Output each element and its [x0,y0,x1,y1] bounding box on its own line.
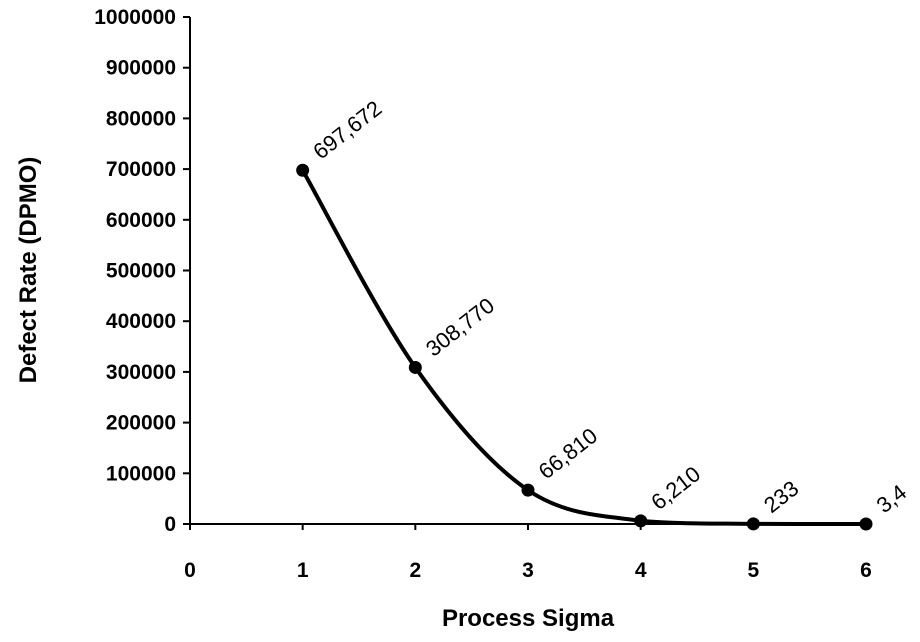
y-tick-label: 900000 [106,57,176,80]
data-point [634,514,648,528]
data-label: 6,210 [646,461,705,515]
data-point [859,517,873,531]
data-point [746,517,760,531]
y-tick-label: 100000 [106,462,176,485]
x-tick-label: 1 [297,559,309,582]
y-tick-label: 200000 [106,412,176,435]
data-label: 3,4 [872,479,911,518]
x-tick-label: 0 [184,559,196,582]
y-tick-label: 400000 [106,310,176,333]
data-label: 66,810 [534,423,602,484]
y-tick-label: 800000 [106,107,176,130]
y-tick-label: 600000 [106,209,176,232]
x-tick-label: 2 [409,559,421,582]
data-label: 697,672 [308,96,386,165]
x-tick-label: 4 [635,559,647,582]
data-point [521,483,535,497]
data-label: 308,770 [421,293,499,362]
x-axis-title: Process Sigma [442,605,615,632]
data-label: 233 [759,476,803,518]
y-tick-label: 300000 [106,361,176,384]
y-tick-label: 1000000 [94,6,176,29]
x-tick-label: 5 [747,559,759,582]
y-tick-label: 0 [164,513,176,536]
series-line [300,168,868,526]
x-tick-label: 3 [522,559,534,582]
y-tick-label: 500000 [106,260,176,283]
data-point [296,163,310,177]
x-tick-label: 6 [860,559,872,582]
y-tick-label: 700000 [106,158,176,181]
y-axis-title: Defect Rate (DPMO) [15,157,42,384]
data-point [408,360,422,374]
